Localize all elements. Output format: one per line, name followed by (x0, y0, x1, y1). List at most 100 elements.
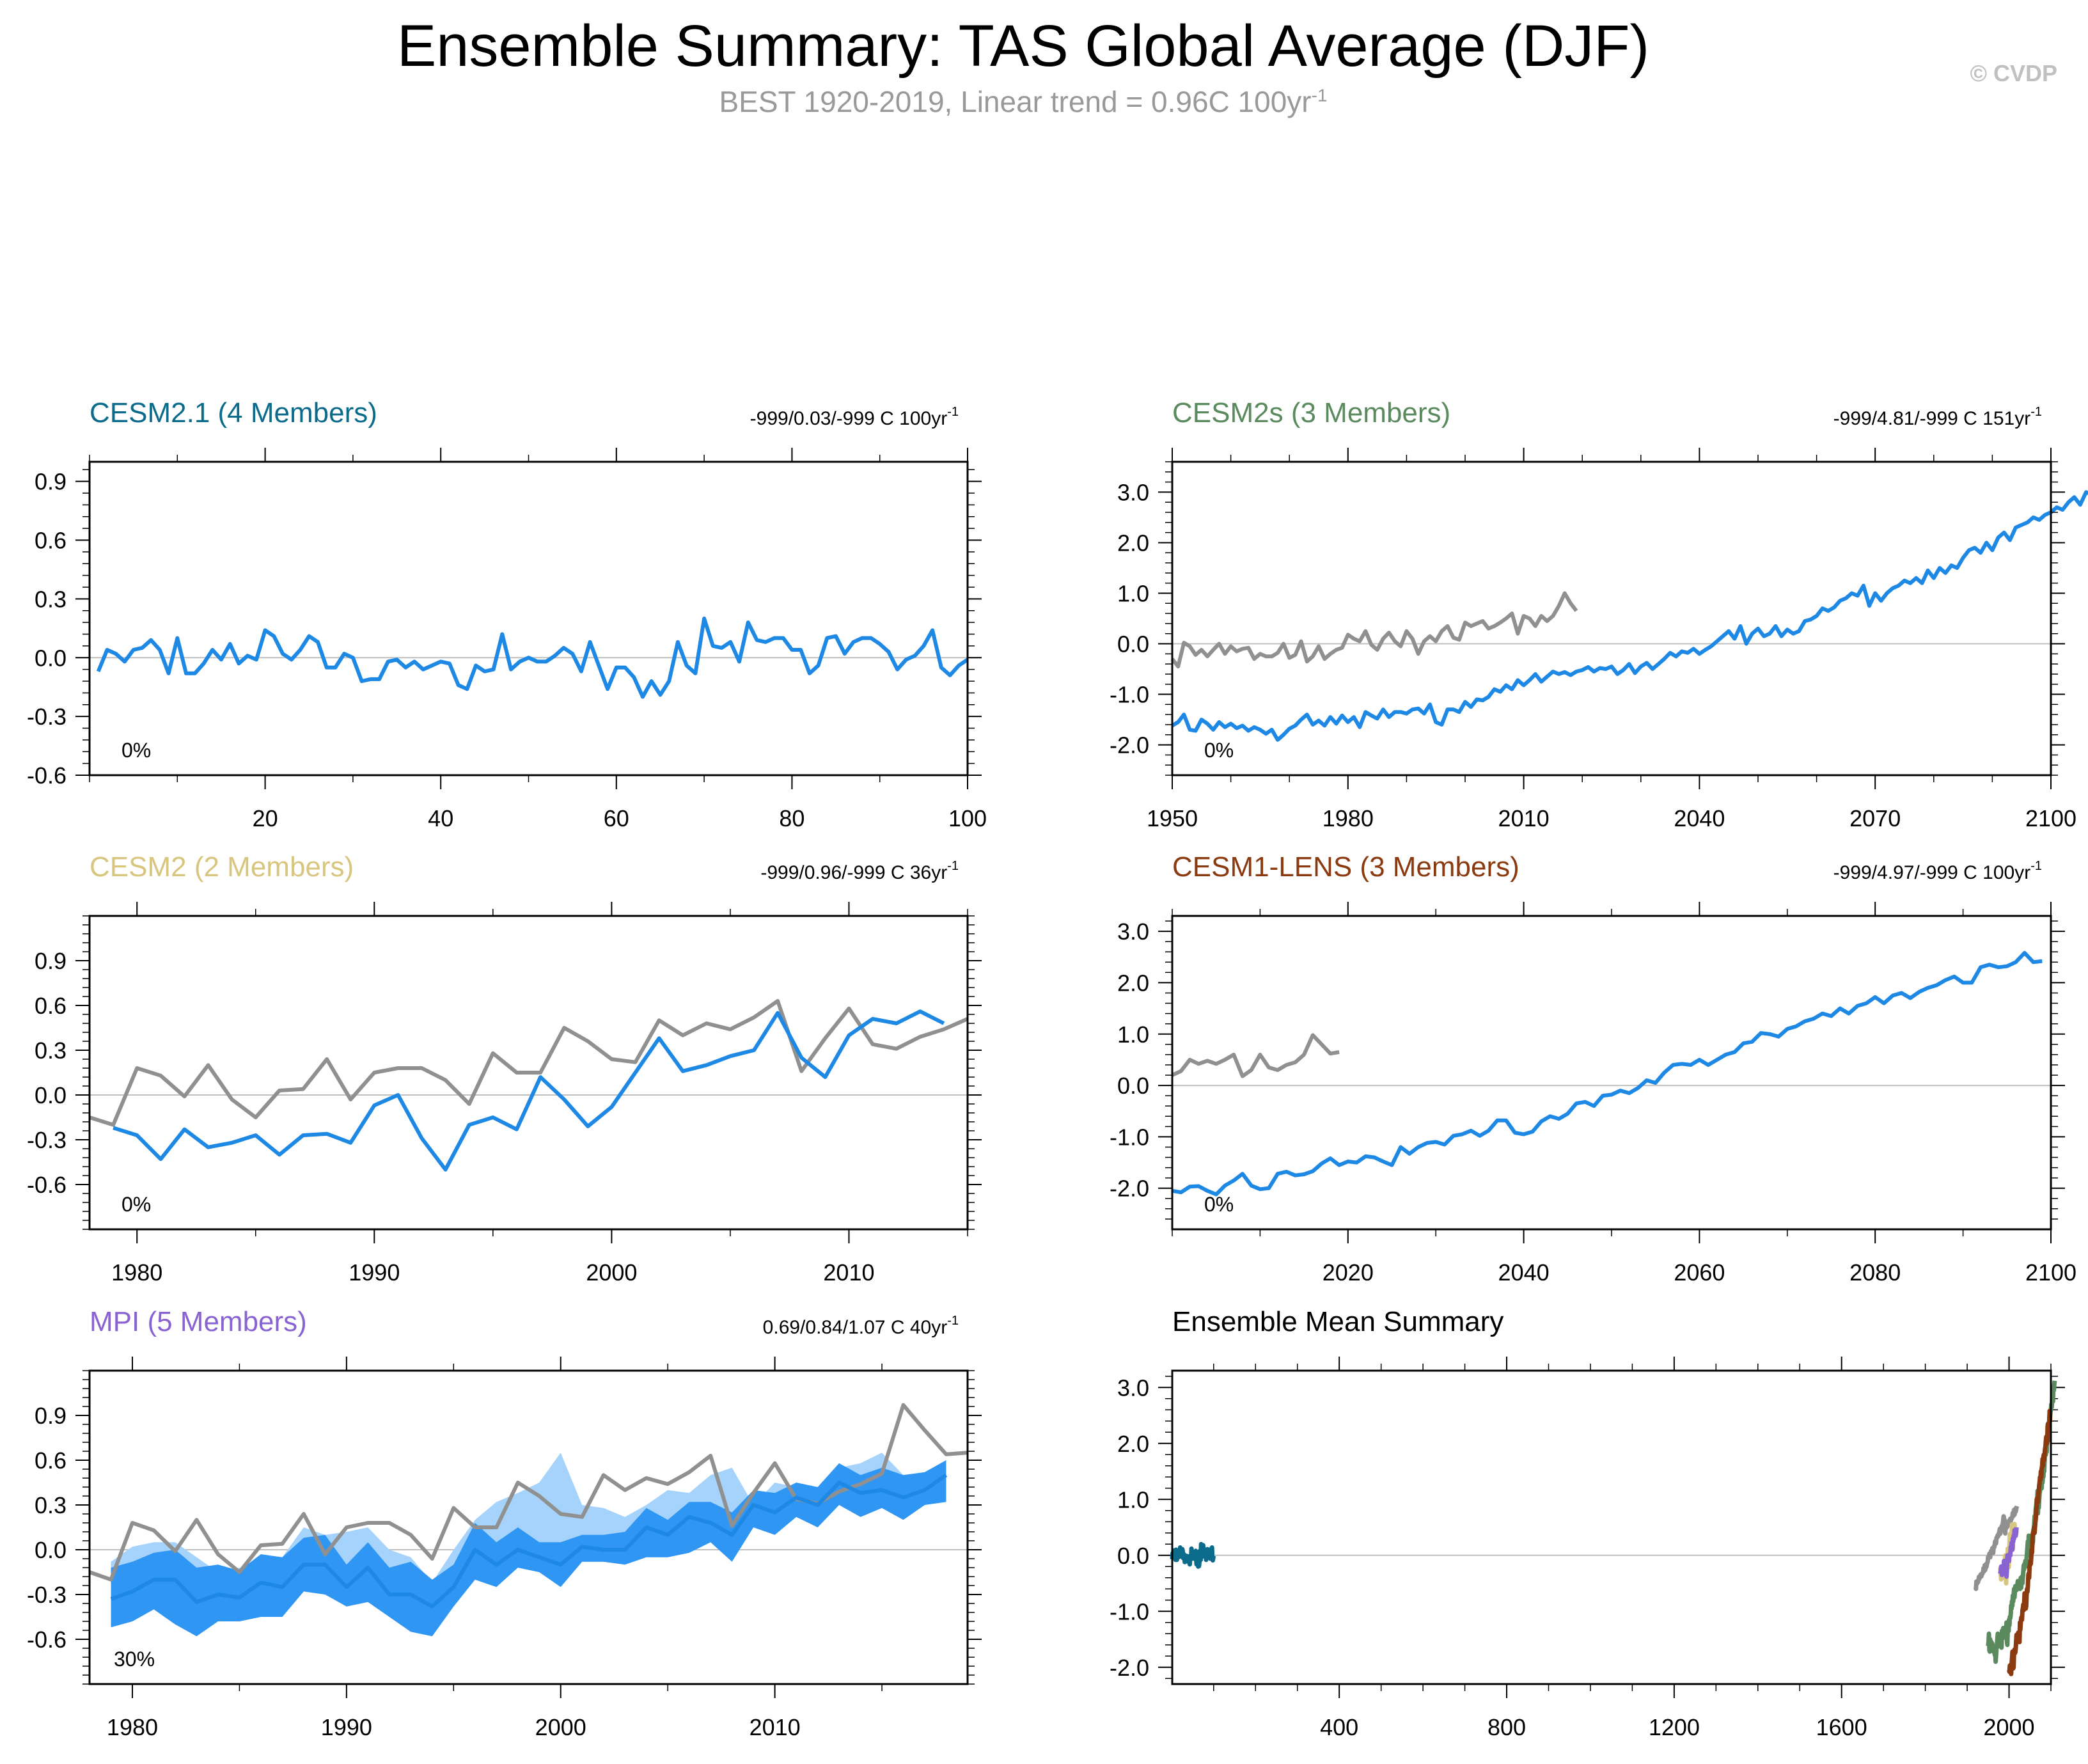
y-tick-label: 0.9 (35, 948, 67, 974)
y-tick-label: 0.0 (1117, 631, 1149, 658)
y-tick-label: 3.0 (1117, 918, 1149, 945)
x-tick-label: 2000 (535, 1714, 586, 1740)
x-tick-label: 2000 (1983, 1714, 2034, 1740)
plot-frame (88, 915, 969, 1231)
summary-cesm21_mean-line (1170, 1541, 1216, 1569)
x-tick-label: 2040 (1498, 1259, 1550, 1286)
y-tick-label: -0.3 (27, 1127, 67, 1153)
panel-title: CESM2s (3 Members) (1172, 397, 1450, 429)
y-tick-label: 1.0 (1117, 1021, 1149, 1048)
y-tick-label: 0.9 (35, 1403, 67, 1429)
y-tick-label: 0.3 (35, 1037, 67, 1064)
x-tick-label: 800 (1488, 1714, 1526, 1740)
panel-title: CESM2 (2 Members) (90, 851, 354, 883)
x-tick-label: 100 (948, 805, 987, 831)
y-tick-label: -0.6 (27, 1626, 67, 1653)
x-tick-label: 1950 (1147, 805, 1198, 831)
panel-5: Ensemble Mean Summary -2.0 -1.0 0.0 1.0 2.0 3.… (1110, 1306, 2065, 1740)
panel-3: CESM1-LENS (3 Members) -999/4.97/-999 C 1… (1110, 851, 2076, 1286)
x-tick-label: 2010 (750, 1714, 801, 1740)
summary-mpi_mean-line (1998, 1527, 2019, 1579)
y-tick-label: -0.3 (27, 1582, 67, 1608)
trend-label: -999/0.96/-999 C 36yr-1 (760, 859, 959, 883)
x-tick-label: 1980 (107, 1714, 158, 1740)
percent-label: 0% (1204, 1193, 1234, 1216)
spread-band-inner (111, 1460, 946, 1637)
panel-title: CESM1-LENS (3 Members) (1172, 851, 1519, 883)
panel-1: CESM2s (3 Members) -999/4.81/-999 C 151yr… (1110, 397, 2088, 831)
percent-label: 0% (1204, 739, 1234, 762)
obs-series-line (1170, 591, 1578, 669)
x-tick-label: 400 (1320, 1714, 1358, 1740)
x-tick-label: 2080 (1849, 1259, 1901, 1286)
subtitle-text: BEST 1920-2019, Linear trend = 0.96C 100… (719, 85, 1312, 118)
y-tick-label: 0.6 (35, 528, 67, 554)
obs-series-line (89, 999, 969, 1127)
y-tick-label: -0.6 (27, 762, 67, 789)
y-tick-label: 0.6 (35, 993, 67, 1019)
y-tick-label: 3.0 (1117, 1374, 1149, 1401)
y-tick-label: 2.0 (1117, 1431, 1149, 1457)
y-tick-label: 0.0 (1117, 1543, 1149, 1569)
trend-label: 0.69/0.84/1.07 C 40yr-1 (763, 1314, 959, 1338)
y-tick-label: -0.6 (27, 1172, 67, 1198)
y-tick-label: -2.0 (1110, 1176, 1149, 1202)
x-tick-label: 1980 (111, 1259, 162, 1286)
y-tick-label: 3.0 (1117, 479, 1149, 505)
x-tick-label: 2070 (1849, 805, 1901, 831)
panel-4: MPI (5 Members) 0.69/0.84/1.07 C 40yr-1 -0… (27, 1306, 982, 1740)
y-tick-label: 2.0 (1117, 970, 1149, 996)
summary-obs_1920-line (1973, 1505, 2020, 1591)
x-tick-label: 2010 (1498, 805, 1550, 831)
y-tick-label: -1.0 (1110, 1124, 1149, 1150)
y-tick-label: 2.0 (1117, 530, 1149, 556)
trend-label: -999/4.97/-999 C 100yr-1 (1833, 859, 2042, 883)
x-tick-label: 80 (779, 805, 805, 831)
y-tick-label: -2.0 (1110, 732, 1149, 759)
x-tick-label: 2000 (586, 1259, 637, 1286)
plot-frame (88, 1369, 969, 1685)
y-tick-label: 0.0 (35, 1537, 67, 1563)
ensemble-mean-line (1172, 950, 2043, 1197)
plot-frame (1171, 915, 2052, 1231)
x-tick-label: 1200 (1649, 1714, 1700, 1740)
percent-label: 30% (114, 1648, 155, 1671)
y-tick-label: 0.3 (35, 586, 67, 612)
plot-frame (1171, 461, 2052, 776)
y-tick-label: 0.0 (35, 1082, 67, 1108)
figure-subtitle: BEST 1920-2019, Linear trend = 0.96C 100… (0, 84, 2046, 119)
x-tick-label: 20 (253, 805, 278, 831)
x-tick-label: 60 (604, 805, 629, 831)
ensemble-mean-line (113, 1009, 945, 1172)
figure-title: Ensemble Summary: TAS Global Average (DJ… (396, 13, 1650, 79)
y-tick-label: 0.3 (35, 1492, 67, 1518)
y-tick-label: -2.0 (1110, 1655, 1149, 1681)
panel-title: MPI (5 Members) (90, 1306, 307, 1337)
x-tick-label: 1990 (349, 1259, 400, 1286)
x-tick-label: 2100 (2025, 1259, 2076, 1286)
figure-header: Ensemble Summary: TAS Global Average (DJ… (0, 0, 2088, 128)
x-tick-label: 40 (428, 805, 453, 831)
panel-2: CESM2 (2 Members) -999/0.96/-999 C 36yr-1… (27, 851, 982, 1286)
ensemble-mean-line (110, 1473, 948, 1609)
x-tick-label: 1990 (321, 1714, 372, 1740)
y-tick-label: 0.0 (35, 645, 67, 671)
copyright-label: © CVDP (1970, 60, 2057, 86)
summary-lens_mean-line (2007, 1408, 2053, 1676)
x-tick-label: 2020 (1323, 1259, 1374, 1286)
x-tick-label: 2100 (2025, 805, 2076, 831)
y-tick-label: 0.9 (35, 469, 67, 495)
x-tick-label: 1600 (1816, 1714, 1867, 1740)
y-tick-label: 0.0 (1117, 1073, 1149, 1099)
plot-frame (1171, 1369, 2052, 1685)
trend-label: -999/4.81/-999 C 151yr-1 (1833, 405, 2042, 429)
panel-0: CESM2.1 (4 Members) -999/0.03/-999 C 100y… (27, 397, 987, 831)
panel-title: CESM2.1 (4 Members) (90, 397, 377, 429)
y-tick-label: 1.0 (1117, 1486, 1149, 1513)
x-tick-label: 2060 (1674, 1259, 1725, 1286)
trend-label: -999/0.03/-999 C 100yr-1 (750, 405, 959, 429)
y-tick-label: 0.6 (35, 1447, 67, 1474)
y-tick-label: -0.3 (27, 704, 67, 730)
x-tick-label: 2040 (1674, 805, 1725, 831)
y-tick-label: 1.0 (1117, 580, 1149, 606)
